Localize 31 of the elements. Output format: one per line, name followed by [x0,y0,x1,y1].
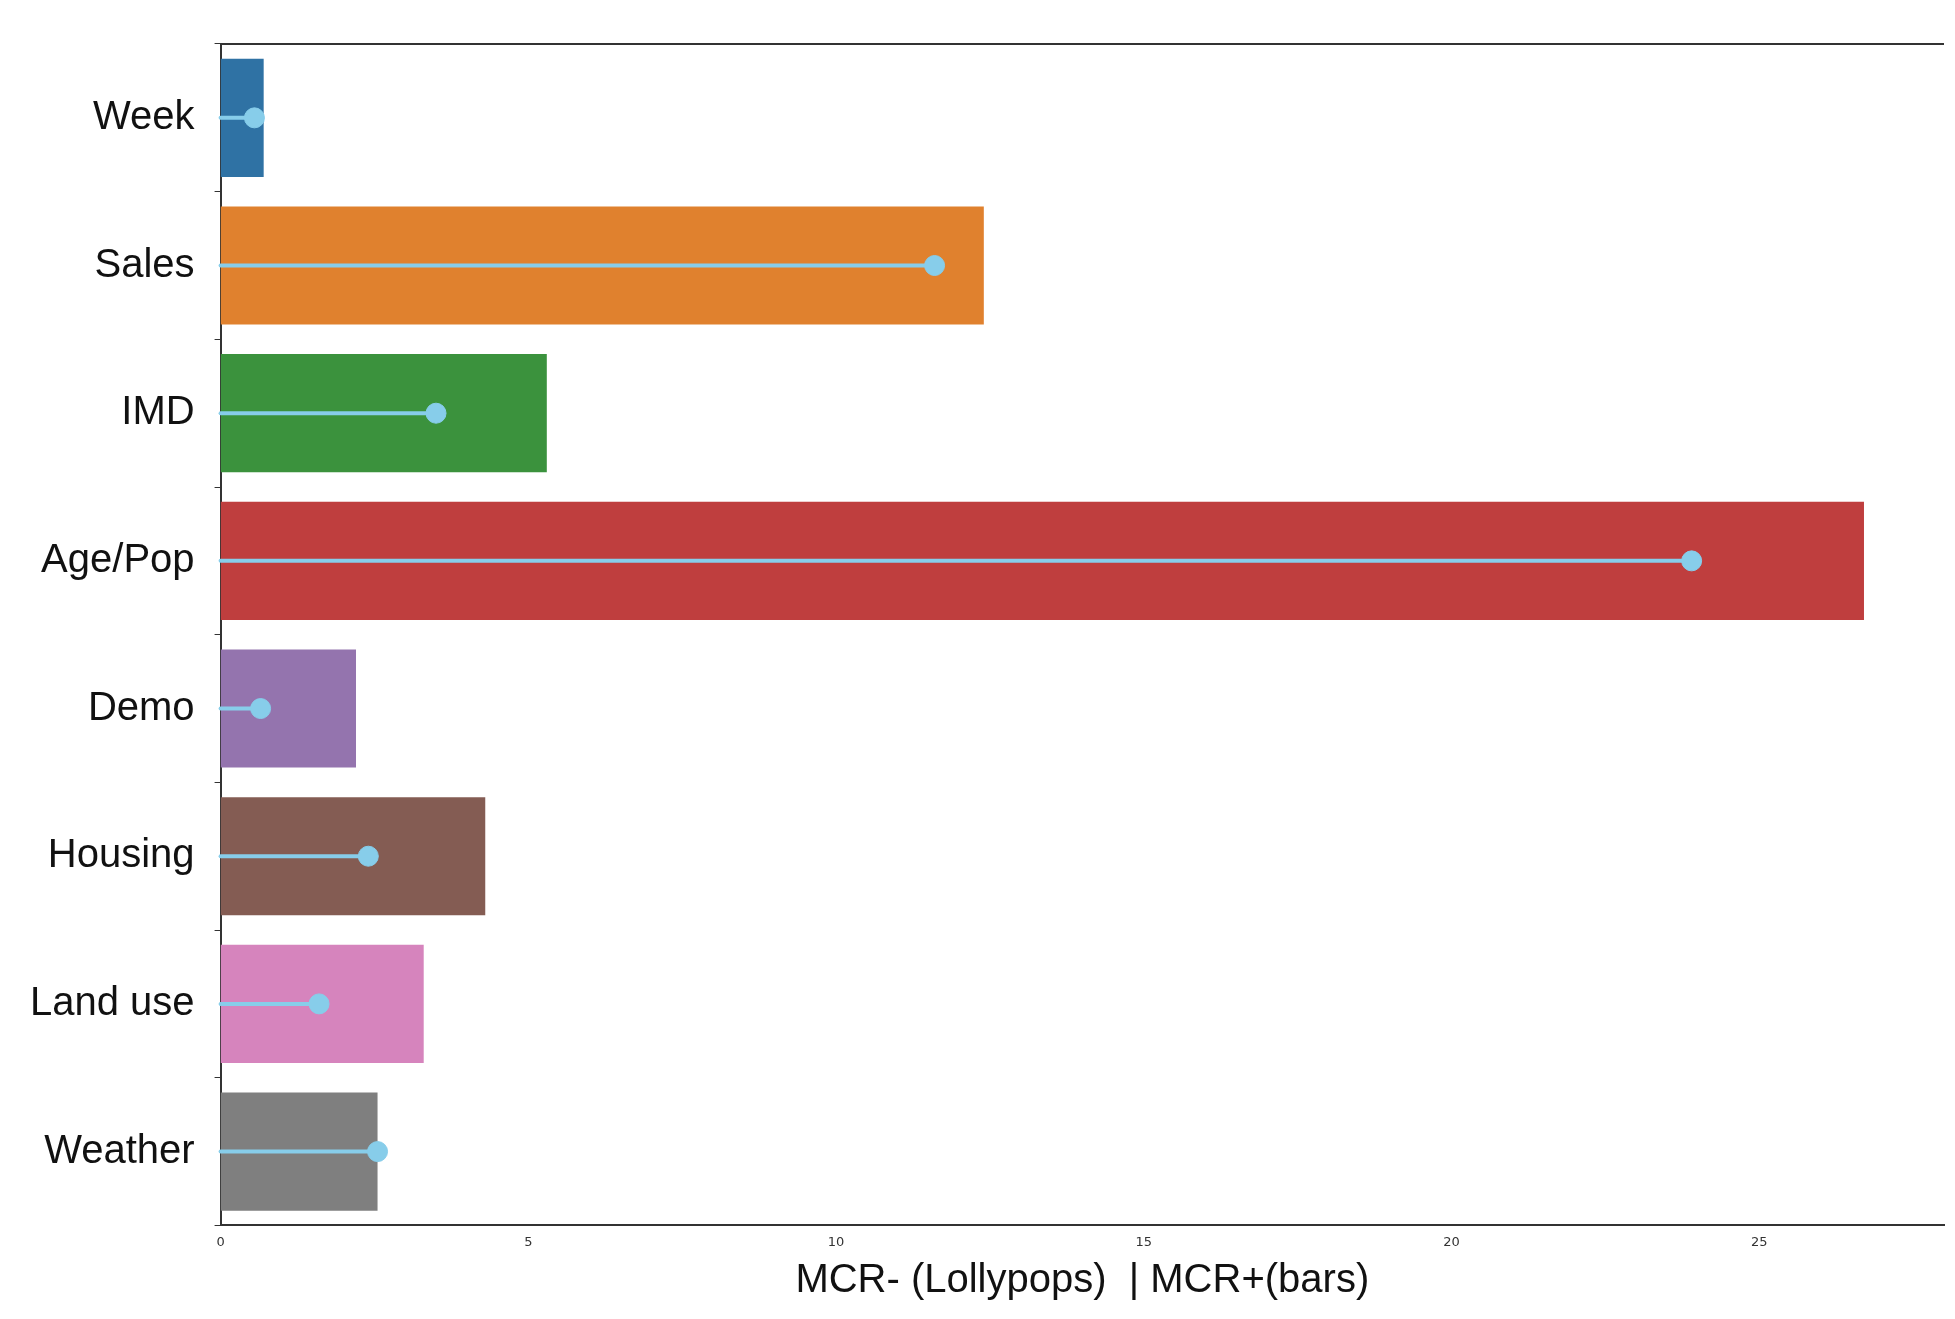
y-tick-label: IMD [121,388,195,433]
y-tick-label: Age/Pop [41,535,195,580]
bar [220,354,547,473]
point [243,107,265,129]
y-tick-label: Week [93,92,196,137]
x-tick-label: 0 [216,1233,225,1249]
bar [220,944,424,1063]
bar [220,797,486,916]
x-tick-label: 10 [827,1233,845,1249]
y-tick-label: Land use [30,978,195,1023]
y-tick-label: Weather [44,1126,195,1171]
x-axis-title: MCR- (Lollypops) | MCR+(bars) [795,1256,1370,1301]
point [357,845,379,867]
y-tick-label: Housing [47,831,195,876]
point [1681,550,1703,572]
y-tick-label: Sales [94,240,195,285]
bar [220,58,264,177]
y-tick-label: Demo [87,683,195,728]
point [425,402,447,424]
bar [220,501,1864,620]
point [367,1141,389,1163]
x-tick-label: 15 [1135,1233,1153,1249]
x-tick-label: 5 [524,1233,533,1249]
x-tick-label: 20 [1443,1233,1460,1249]
bar [220,1092,378,1211]
point [250,698,272,720]
point [924,255,946,277]
x-tick-label: 25 [1751,1233,1768,1249]
point [308,993,330,1015]
bar [220,206,984,325]
bar [220,649,356,768]
